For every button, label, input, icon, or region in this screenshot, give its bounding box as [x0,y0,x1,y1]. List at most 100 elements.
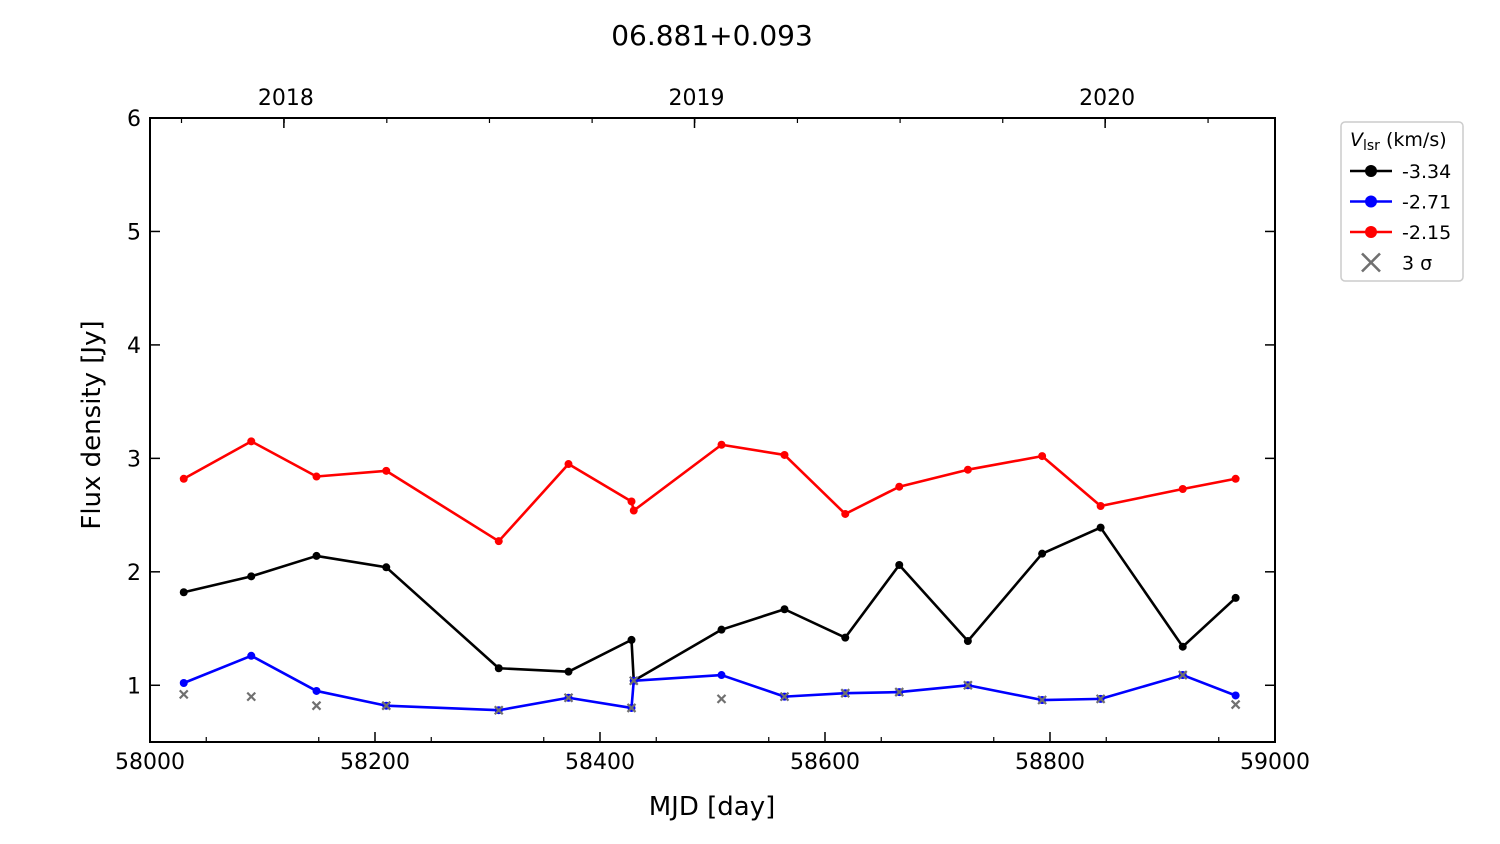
legend-label: -3.34 [1402,161,1451,183]
sigma-marker [563,692,574,703]
x-tick-label: 59000 [1240,750,1310,775]
series-line--2.15 [183,440,1236,543]
plot-frame [149,117,1276,743]
sigma-marker-stroke [311,700,322,711]
y-axis-label: Flux density [Jy] [77,320,107,529]
legend-title-symbol: V [1350,129,1365,151]
sigma-marker-stroke [1177,670,1188,680]
legend-label: -2.71 [1402,192,1451,214]
sigma-marker [840,688,851,698]
data-point [564,460,573,469]
axes-layer: 58000 58200 58400 58600 58800 59000 2018 2019 20… [115,86,1310,775]
x-tick-label: 58200 [340,750,410,775]
data-point [1096,502,1105,511]
x-axis-label: MJD [day] [649,792,776,822]
legend-sigma-stroke [1361,252,1381,273]
sigma-marker [894,687,905,697]
y-tick-label: 3 [127,447,141,472]
legend-box [1340,121,1464,282]
sigma-marker [493,705,504,716]
legend-sigma-marker [1361,252,1381,273]
data-point [717,440,726,449]
data-point [247,437,256,446]
data-point [963,465,972,474]
sigma-marker [1037,695,1047,705]
data-point [717,625,726,634]
series-line--3.34 [183,526,1237,683]
data-point [895,561,904,570]
data-point [841,633,850,642]
sigma-marker [779,691,790,702]
sigma-marker-stroke [963,680,973,691]
legend-title-subscript: lsr [1363,138,1380,154]
legend-label: -2.15 [1402,222,1451,244]
data-point [895,482,904,491]
sigma-marker [628,675,639,686]
data-point [247,572,256,581]
y-tick-label: 6 [127,107,141,132]
data-point [382,563,391,572]
sigma-marker [381,700,392,711]
sigma-marker-stroke [894,687,905,697]
data-point [312,686,321,695]
legend-marker [1365,226,1377,238]
legend-marker [1365,195,1377,208]
data-point [841,509,850,518]
legend-title: Vlsr (km/s) [1350,129,1447,154]
sigma-marker-stroke [178,689,189,700]
data-point [247,651,256,660]
sigma-marker [626,703,637,713]
data-point [627,635,636,644]
data-point [312,472,321,481]
x-tick-label: 58800 [1015,750,1085,775]
sigma-marker [963,680,973,691]
data-point [629,506,638,515]
y-tick-label: 1 [127,674,141,699]
data-point [312,551,321,560]
data-point [494,664,503,673]
data-point [1231,593,1240,602]
sigma-marker [716,694,727,704]
sigma-marker-stroke [840,688,851,698]
data-point [179,679,188,688]
data-point [963,637,972,646]
sigma-marker [1230,699,1241,710]
sigma-marker-stroke [246,691,257,702]
data-point [1178,484,1187,493]
data-point [564,667,573,676]
sigma-marker-stroke [779,691,790,702]
top-year-label: 2019 [669,86,725,111]
legend-label: 3 σ [1402,253,1432,275]
data-point [494,537,503,546]
data-point [1231,691,1240,700]
data-point [382,466,391,475]
data-point [717,671,726,680]
data-point [179,474,188,483]
data-point [1038,549,1047,558]
sigma-marker-stroke [626,703,637,713]
legend-title-unit: (km/s) [1380,129,1447,151]
legend: Vlsr (km/s) -3.34 -2.71 -2.15 3 σ [1340,121,1464,282]
y-tick-label: 2 [127,561,141,586]
sigma-marker [1177,670,1188,680]
sigma-marker [311,700,322,711]
sigma-marker [246,691,257,702]
x-tick-label: 58400 [565,750,635,775]
x-tick-label: 58600 [790,750,860,775]
data-point [780,605,789,614]
data-point [1096,523,1105,532]
sigma-marker-stroke [493,705,504,716]
sigma-marker-stroke [1230,699,1241,710]
data-point [627,497,636,506]
data-point [1231,474,1240,483]
top-year-label: 2020 [1079,86,1135,111]
data-point [179,588,188,597]
data-point [1038,452,1047,461]
y-tick-label: 5 [127,220,141,245]
sigma-marker-stroke [1095,694,1106,704]
y-tick-label: 4 [127,334,141,359]
top-year-label: 2018 [258,86,314,111]
sigma-marker [178,689,189,700]
sigma-marker-stroke [716,694,727,704]
